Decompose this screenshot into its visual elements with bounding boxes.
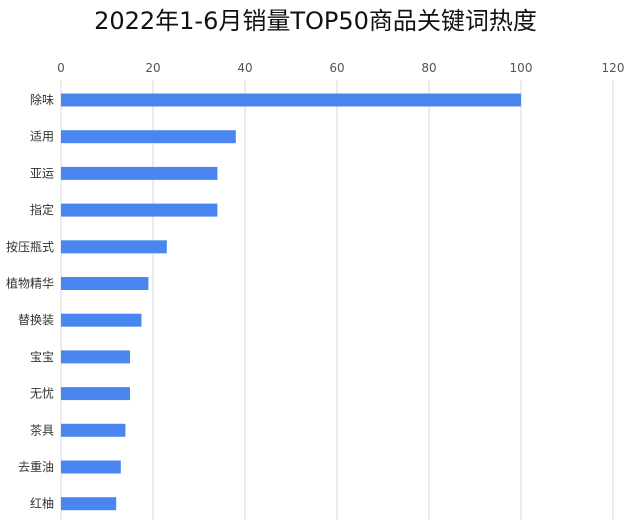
chart-title: 2022年1-6月销量TOP50商品关键词热度 bbox=[94, 7, 537, 35]
bar bbox=[61, 203, 218, 217]
x-tick-label: 60 bbox=[329, 61, 344, 75]
bar bbox=[61, 277, 149, 290]
bar bbox=[61, 313, 142, 327]
category-label: 宝宝 bbox=[30, 350, 54, 364]
bar bbox=[61, 130, 236, 144]
category-label: 去重油 bbox=[18, 460, 54, 474]
bar bbox=[61, 387, 130, 401]
x-tick-label: 120 bbox=[602, 61, 625, 75]
bar bbox=[61, 460, 121, 474]
category-label: 亚运 bbox=[30, 166, 54, 180]
category-label: 按压瓶式 bbox=[6, 240, 54, 254]
x-tick-label: 20 bbox=[145, 61, 160, 75]
category-label: 红柚 bbox=[30, 496, 54, 511]
gridlines bbox=[60, 80, 614, 520]
category-label: 茶具 bbox=[30, 422, 54, 437]
x-tick-label: 100 bbox=[510, 61, 533, 75]
category-label: 替换装 bbox=[18, 313, 54, 327]
category-label: 指定 bbox=[30, 202, 54, 217]
x-tick-label: 0 bbox=[57, 61, 65, 75]
bar bbox=[61, 350, 130, 364]
x-tick-label: 40 bbox=[237, 61, 252, 75]
x-tick-label: 80 bbox=[421, 61, 436, 75]
category-label: 适用 bbox=[30, 130, 54, 144]
bar bbox=[61, 93, 521, 107]
x-axis-ticks: 0 20 40 60 80 100 120 bbox=[57, 61, 624, 75]
bar bbox=[61, 423, 126, 437]
category-label: 植物精华 bbox=[6, 276, 54, 291]
category-label: 无忧 bbox=[30, 387, 54, 401]
bars bbox=[61, 93, 521, 511]
bar bbox=[61, 166, 218, 180]
bar bbox=[61, 240, 167, 254]
category-label: 除味 bbox=[30, 92, 54, 107]
bar bbox=[61, 497, 117, 511]
